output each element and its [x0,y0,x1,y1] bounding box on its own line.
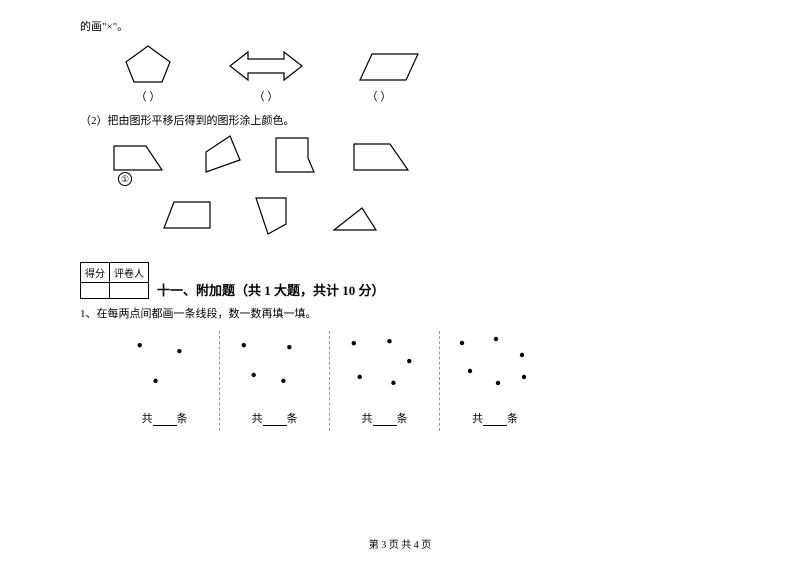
shape-trapezoid-2 [350,140,414,176]
page-footer: 第 3 页 共 4 页 [0,536,800,551]
count-blank [263,414,287,426]
section-11-title: 十一、附加题（共 1 大题，共计 10 分） [157,280,385,299]
score-table: 得分 评卷人 [80,262,149,299]
paren-3: （ ） [346,88,412,104]
dots-svg [220,331,329,401]
dots-panels-row: 共条共条共条共条 [110,331,720,431]
dots-panel: 共条 [330,331,440,431]
dots-count-label: 共条 [220,410,329,426]
q11-1-text: 1、在每两点间都画一条线段，数一数再填一填。 [80,305,720,321]
shape-trapezoid-3 [160,198,216,234]
double-arrow-shape [226,46,306,86]
dots-panel: 共条 [110,331,220,431]
dots-count-label: 共条 [330,410,439,426]
count-blank [153,414,177,426]
circled-one-label: ① [118,172,132,186]
shape-quad-1 [200,134,246,176]
top-fragment: 的画"×"。 [80,18,720,34]
shape-triangle-right [330,204,382,236]
pentagon-shape [120,42,176,86]
symmetry-shapes-row [120,42,720,86]
section-11-header-row: 得分 评卷人 十一、附加题（共 1 大题，共计 10 分） [80,254,720,299]
shape-trapezoid-main [110,142,168,176]
score-cell-grader [110,283,149,299]
paren-row: （ ） （ ） （ ） [120,88,720,104]
shape-pentagon-irregular [270,134,320,178]
q2-text: （2）把由图形平移后得到的图形涂上颜色。 [80,112,720,128]
count-blank [373,414,397,426]
dots-count-label: 共条 [440,410,550,426]
dots-count-label: 共条 [110,410,219,426]
score-header-score: 得分 [81,263,110,283]
dots-panel: 共条 [440,331,550,431]
dots-svg [330,331,439,401]
dots-svg [110,331,219,401]
shape-quad-2 [250,194,292,238]
parallelogram-shape [356,48,422,86]
dots-svg [440,331,550,401]
paren-2: （ ） [226,88,306,104]
score-header-grader: 评卷人 [110,263,149,283]
translation-shapes-group: ① [100,134,460,244]
paren-1: （ ） [120,88,176,104]
count-blank [483,414,507,426]
score-cell-score [81,283,110,299]
dots-panel: 共条 [220,331,330,431]
